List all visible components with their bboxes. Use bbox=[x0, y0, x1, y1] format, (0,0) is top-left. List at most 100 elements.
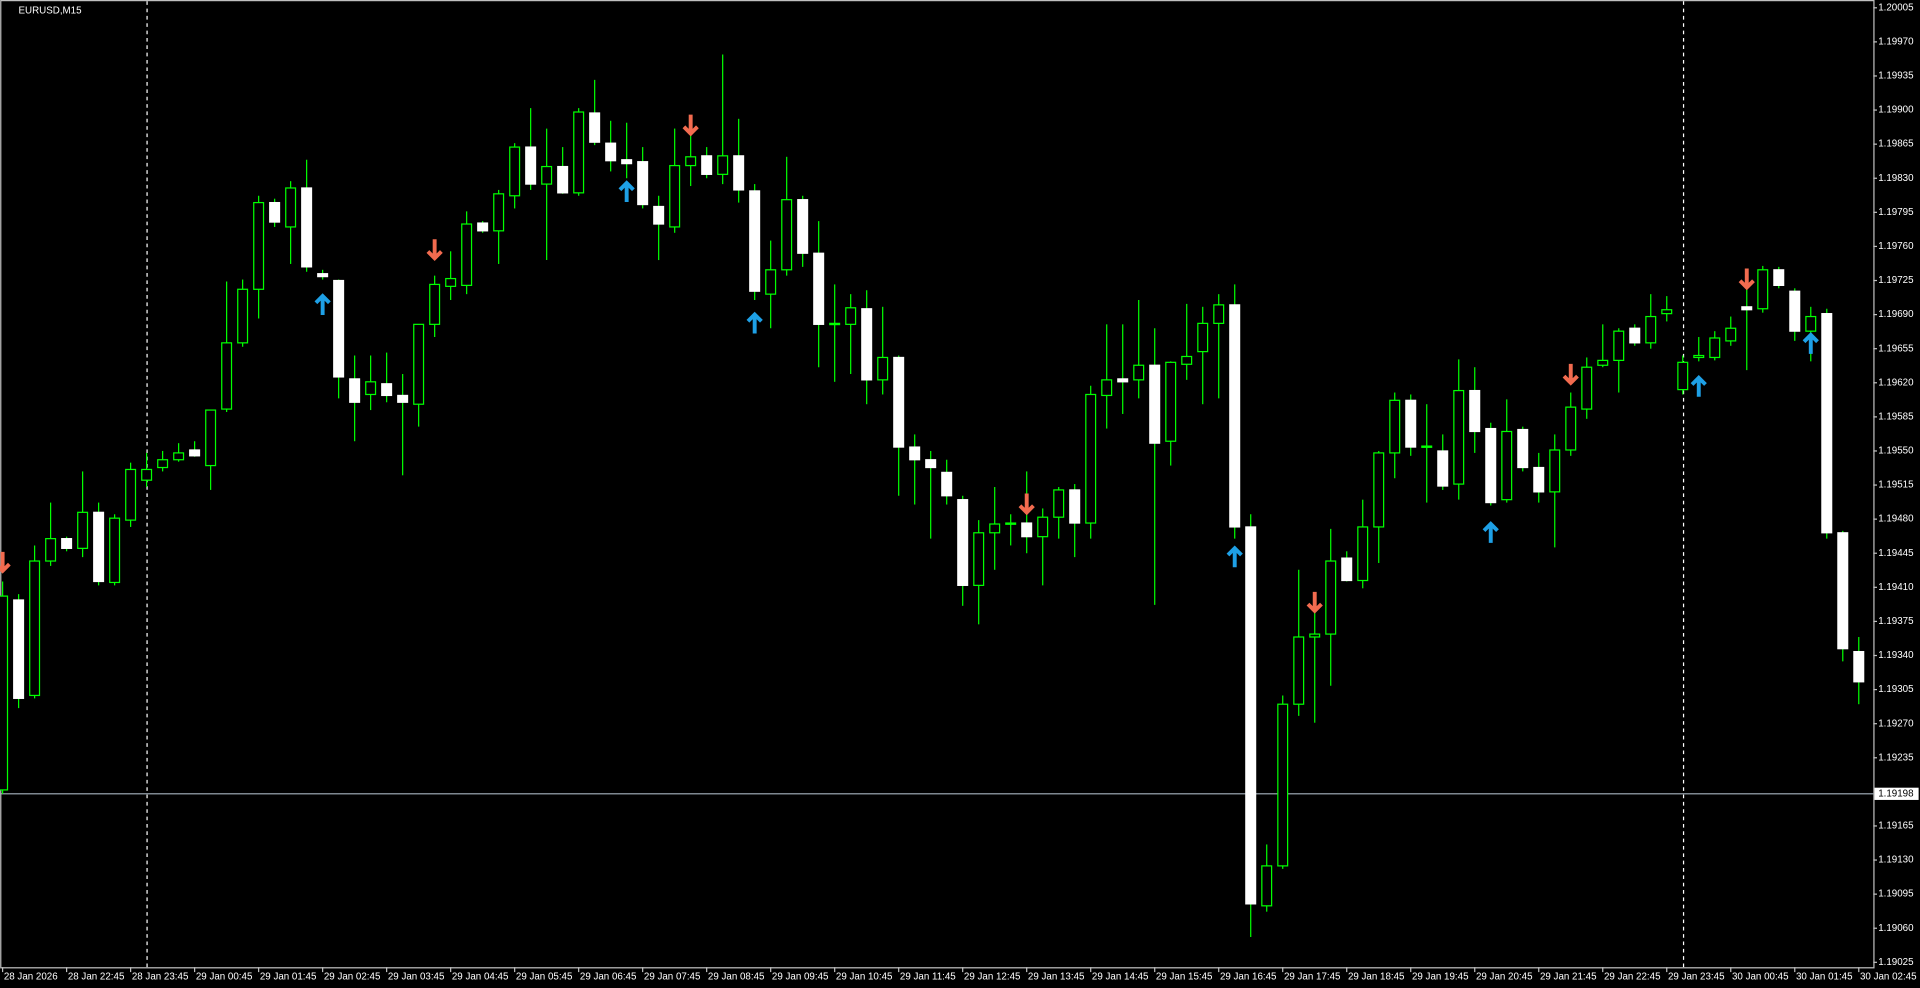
down-arrow bbox=[682, 114, 699, 137]
y-tick-label: 1.19865 bbox=[1878, 139, 1914, 150]
candle-body bbox=[605, 142, 617, 162]
y-tick-label: 1.19515 bbox=[1878, 480, 1914, 491]
candle-body bbox=[461, 223, 473, 286]
y-tick-label: 1.19830 bbox=[1878, 173, 1914, 184]
candle-body bbox=[957, 499, 969, 586]
y-tick-label: 1.19165 bbox=[1878, 821, 1914, 832]
candle-body bbox=[1037, 516, 1049, 538]
candle-body bbox=[1357, 526, 1369, 582]
candle-body bbox=[349, 378, 361, 403]
candle-body bbox=[941, 471, 953, 497]
candle-body bbox=[525, 146, 537, 185]
candle-body bbox=[861, 308, 873, 381]
candle-body bbox=[557, 165, 569, 194]
x-tick-label: 29 Jan 14:45 bbox=[1092, 972, 1149, 983]
y-tick-label: 1.20005 bbox=[1878, 2, 1914, 13]
candle-body bbox=[173, 452, 185, 461]
candle-body bbox=[1069, 489, 1081, 524]
candle-body bbox=[909, 446, 921, 461]
x-tick-label: 29 Jan 17:45 bbox=[1284, 972, 1341, 983]
candle-body bbox=[1341, 557, 1353, 582]
candle-body bbox=[61, 538, 73, 549]
y-tick-label: 1.19760 bbox=[1878, 241, 1914, 252]
up-arrow bbox=[1482, 521, 1499, 543]
candle-body bbox=[45, 538, 57, 562]
y-tick-label: 1.19130 bbox=[1878, 855, 1914, 866]
candle-body bbox=[1549, 449, 1561, 493]
y-tick-label: 1.19655 bbox=[1878, 343, 1914, 354]
candle-body bbox=[573, 111, 585, 194]
candle-body bbox=[1213, 304, 1225, 324]
candle-body bbox=[701, 155, 713, 175]
candle-body bbox=[1293, 636, 1305, 705]
candle-body bbox=[685, 156, 697, 167]
up-arrow bbox=[1802, 332, 1819, 354]
x-tick-label: 29 Jan 09:45 bbox=[772, 972, 829, 983]
candle-body bbox=[333, 279, 345, 378]
y-tick-label: 1.19970 bbox=[1878, 36, 1914, 47]
candle-body bbox=[1453, 389, 1465, 485]
price-label: 1.19198 bbox=[1878, 788, 1914, 799]
candle-body bbox=[1661, 309, 1673, 315]
candle-body bbox=[317, 273, 329, 278]
candle-body bbox=[829, 322, 841, 326]
candle-body bbox=[1565, 406, 1577, 451]
x-tick-label: 29 Jan 11:45 bbox=[900, 972, 956, 983]
x-tick-label: 29 Jan 06:45 bbox=[580, 972, 637, 983]
candle-body bbox=[125, 468, 137, 521]
y-tick-label: 1.19375 bbox=[1878, 616, 1914, 627]
candle-body bbox=[653, 205, 665, 225]
candle-body bbox=[253, 201, 265, 290]
candle-body bbox=[1517, 428, 1529, 469]
x-tick-label: 29 Jan 12:45 bbox=[964, 972, 1021, 983]
plot-frame bbox=[0, 0, 1875, 969]
candle-body bbox=[493, 193, 505, 232]
candle-body bbox=[1261, 865, 1273, 907]
candle-body bbox=[1181, 355, 1193, 365]
candle-body bbox=[1789, 290, 1801, 332]
x-tick-label: 29 Jan 02:45 bbox=[324, 972, 381, 983]
candle-body bbox=[877, 356, 889, 381]
candle-body bbox=[1597, 359, 1609, 366]
candle-body bbox=[1133, 364, 1145, 381]
candle-body bbox=[509, 146, 521, 197]
candle-body bbox=[13, 599, 25, 699]
candle-body bbox=[797, 199, 809, 254]
candle-body bbox=[381, 383, 393, 397]
y-tick-label: 1.19235 bbox=[1878, 752, 1914, 763]
x-tick-label: 29 Jan 10:45 bbox=[836, 972, 893, 983]
candle-body bbox=[1645, 315, 1657, 344]
y-tick-label: 1.19340 bbox=[1878, 650, 1914, 661]
candle-body bbox=[237, 288, 249, 344]
candle-body bbox=[1389, 399, 1401, 454]
y-tick-label: 1.19480 bbox=[1878, 514, 1914, 525]
candle-body bbox=[1709, 337, 1721, 359]
down-arrow bbox=[1306, 591, 1323, 614]
candle-body bbox=[1853, 650, 1865, 683]
candle-body bbox=[269, 201, 281, 223]
candle-body bbox=[781, 199, 793, 271]
candle-body bbox=[365, 381, 377, 396]
x-tick-label: 29 Jan 21:45 bbox=[1540, 972, 1597, 983]
candle-body bbox=[285, 187, 297, 228]
candle-body bbox=[1005, 522, 1017, 525]
candle-body bbox=[445, 277, 457, 287]
candle-body bbox=[397, 394, 409, 403]
up-arrow bbox=[618, 180, 635, 202]
x-tick-label: 29 Jan 04:45 bbox=[452, 972, 509, 983]
x-tick-label: 29 Jan 05:45 bbox=[516, 972, 573, 983]
candle-body bbox=[973, 532, 985, 586]
y-tick-label: 1.19550 bbox=[1878, 446, 1914, 457]
candle-body bbox=[1693, 354, 1705, 359]
candle-body bbox=[845, 307, 857, 325]
up-arrow bbox=[1690, 375, 1707, 397]
x-tick-label: 29 Jan 13:45 bbox=[1028, 972, 1085, 983]
y-tick-label: 1.19095 bbox=[1878, 889, 1914, 900]
candle-body bbox=[1277, 703, 1289, 867]
x-tick-label: 29 Jan 19:45 bbox=[1412, 972, 1469, 983]
candle-body bbox=[189, 449, 201, 457]
candle-body bbox=[1485, 427, 1497, 504]
candle-body bbox=[893, 356, 905, 448]
